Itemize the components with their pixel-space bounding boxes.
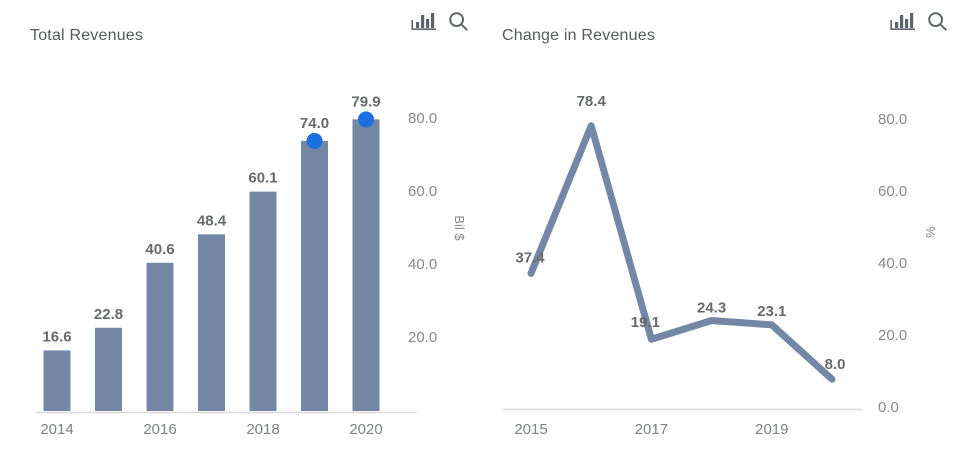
change-in-revenues-line-chart: 0.0 20.0 40.0 60.0 80.0% 2015 2017 2019 37.4 78.4…: [503, 93, 938, 438]
y-tick-label: 20.0: [878, 327, 907, 344]
y-tick-label: 40.0: [408, 256, 437, 273]
x-tick-label: 2014: [40, 421, 73, 438]
data-label-2016: 40.6: [145, 241, 174, 258]
data-label-2020: 8.0: [825, 356, 846, 373]
x-tick-label: 2015: [514, 421, 547, 438]
y-axis-title: %: [923, 226, 938, 238]
data-label-2016: 78.4: [577, 93, 607, 110]
bar-chart-icon[interactable]: [411, 11, 437, 31]
highlight-marker-2020: [358, 111, 374, 128]
x-tick-label: 2018: [246, 421, 279, 438]
data-label-2017: 19.1: [631, 314, 660, 331]
y-tick-label: 0.0: [878, 399, 899, 416]
x-tick-label: 2016: [143, 421, 176, 438]
bar-2014: [43, 350, 71, 411]
panel-total-revenues: Total Revenues 20.0 40.0 60.0 80.0 Bil $ 2014…: [30, 11, 468, 438]
data-label-2015: 37.4: [515, 249, 545, 266]
y-tick-label: 80.0: [408, 110, 437, 127]
search-icon[interactable]: [448, 11, 468, 31]
bar-chart-icon[interactable]: [890, 11, 916, 31]
data-label-2017: 48.4: [197, 212, 227, 229]
data-label-2014: 16.6: [42, 328, 71, 345]
bar-2019: [301, 140, 328, 411]
bar-2020: [352, 119, 380, 412]
y-tick-label: 40.0: [878, 255, 907, 272]
data-label-2019: 74.0: [300, 115, 329, 132]
bar-2018: [249, 191, 277, 411]
y-tick-label: 60.0: [878, 183, 907, 200]
bar-2016: [146, 262, 174, 411]
chart-toolbar: [411, 11, 468, 31]
panel-change-in-revenues: Change in Revenues 0.0 20.0 40.0 60.0 80.0% 2…: [480, 0, 959, 463]
data-label-2020: 79.9: [351, 93, 380, 110]
highlight-marker-2019: [306, 132, 323, 149]
y-tick-label: 20.0: [408, 329, 437, 346]
x-tick-label: 2017: [635, 421, 668, 438]
y-tick-label: 80.0: [878, 111, 907, 128]
x-tick-label: 2020: [349, 421, 382, 438]
y-tick-label: 60.0: [408, 183, 437, 200]
data-label-2019: 23.1: [757, 303, 786, 320]
chart-title: Total Revenues: [30, 27, 144, 44]
x-tick-label: 2019: [755, 421, 788, 438]
data-label-2015: 22.8: [94, 306, 123, 323]
data-label-2018: 24.3: [697, 300, 726, 317]
bar-2015: [95, 327, 122, 411]
search-icon[interactable]: [927, 11, 947, 31]
total-revenues-bar-chart: 20.0 40.0 60.0 80.0 Bil $ 2014 2016 2018 2020 16.…: [36, 93, 467, 438]
y-axis-title: Bil $: [452, 215, 467, 241]
revenue-change-line: [527, 122, 836, 383]
chart-title: Change in Revenues: [502, 27, 656, 44]
chart-toolbar: [890, 11, 947, 31]
data-label-2018: 60.1: [248, 170, 277, 187]
bar-2017: [198, 234, 225, 411]
